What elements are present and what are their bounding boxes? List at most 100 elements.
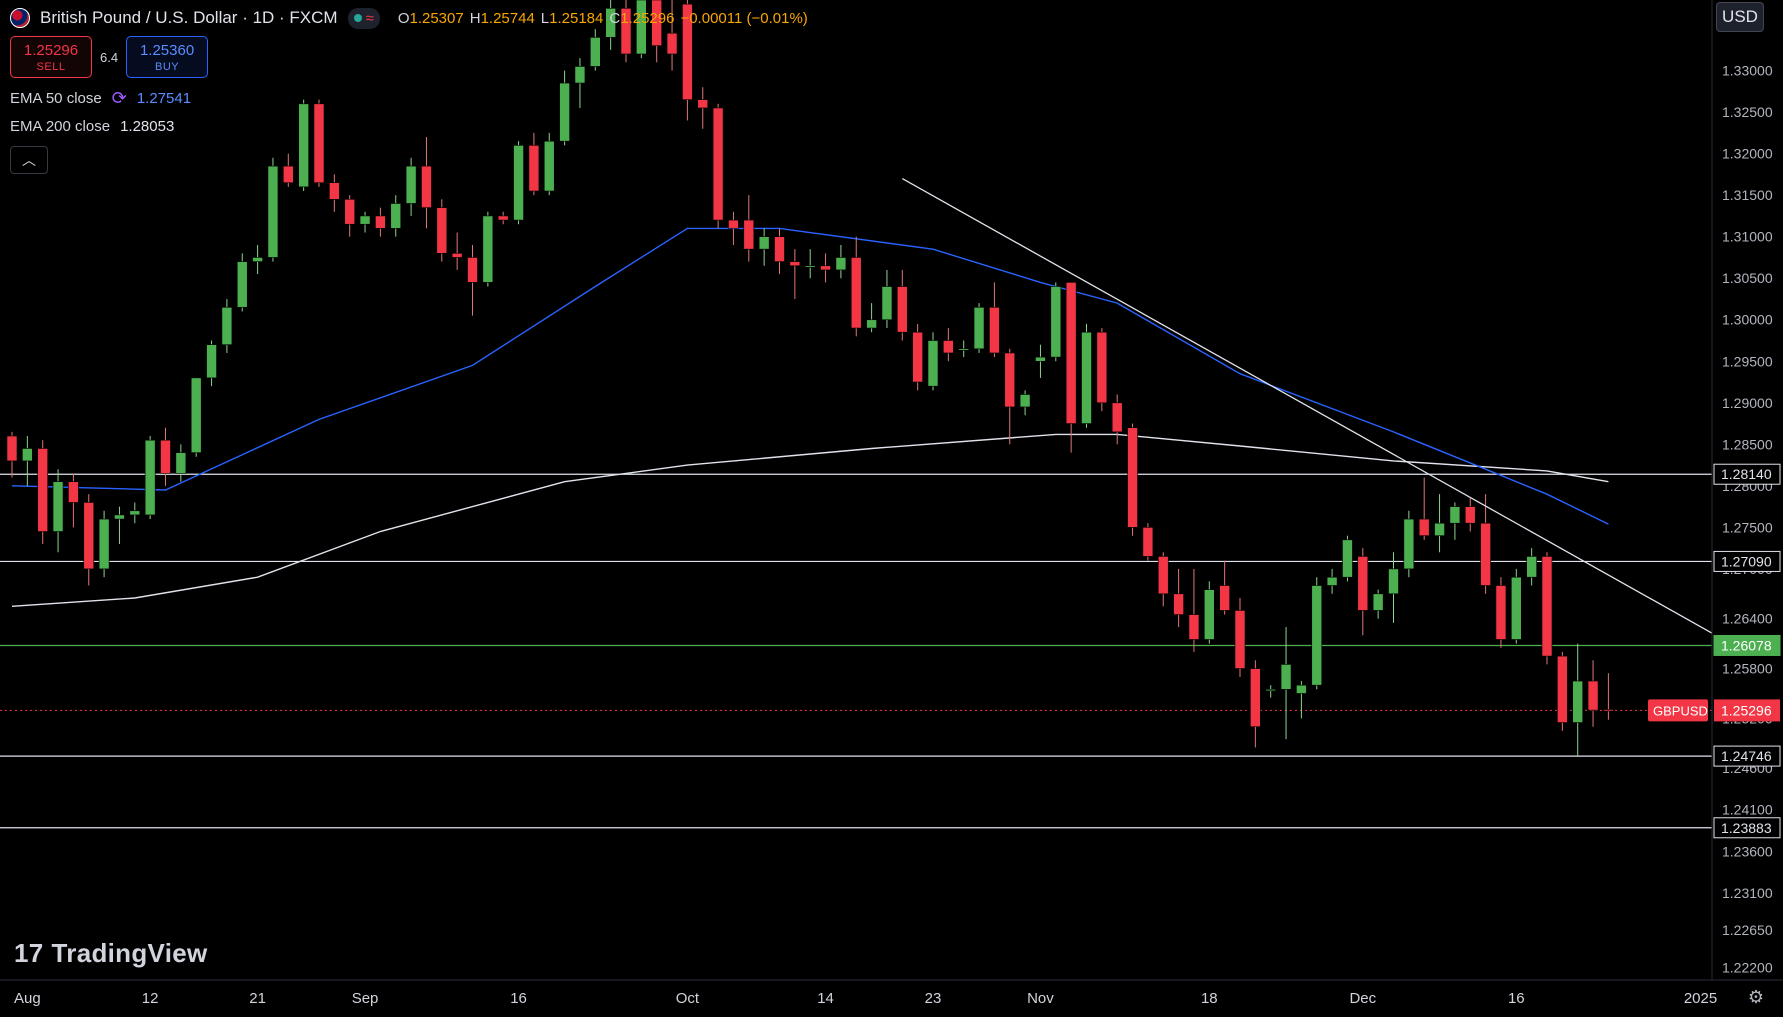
candle[interactable] <box>1234 597 1246 677</box>
candle[interactable] <box>574 58 586 108</box>
candle[interactable] <box>482 211 494 287</box>
candle[interactable] <box>1019 390 1031 416</box>
candle[interactable] <box>989 282 1000 358</box>
downtrend-line[interactable] <box>901 177 1717 636</box>
price-axis-bg[interactable] <box>1712 0 1783 1012</box>
candle[interactable] <box>22 436 33 486</box>
candle[interactable] <box>1050 282 1062 362</box>
candle[interactable] <box>1541 552 1553 665</box>
candle[interactable] <box>37 440 49 544</box>
candle[interactable] <box>1587 660 1599 727</box>
candle[interactable] <box>267 157 279 262</box>
candle[interactable] <box>1449 502 1461 540</box>
ema50-legend[interactable]: EMA 50 close ⟳ 1.27541 <box>10 88 191 109</box>
candle[interactable] <box>375 207 386 237</box>
candle[interactable] <box>636 0 647 59</box>
candle[interactable] <box>83 494 95 586</box>
level-price-tag[interactable] <box>1713 817 1781 839</box>
candle[interactable] <box>1342 535 1353 582</box>
candle[interactable] <box>144 436 156 520</box>
candle[interactable] <box>467 245 478 316</box>
candle[interactable] <box>1188 568 1200 652</box>
candle[interactable] <box>774 228 785 275</box>
candle[interactable] <box>1219 560 1230 615</box>
candle[interactable] <box>1081 323 1092 428</box>
candle[interactable] <box>881 269 893 329</box>
candle[interactable] <box>114 506 125 544</box>
candle[interactable] <box>1250 660 1261 748</box>
market-status-pill[interactable]: ≈ <box>347 7 380 29</box>
candle[interactable] <box>206 340 217 387</box>
candle[interactable] <box>912 323 923 391</box>
candle[interactable] <box>728 211 739 245</box>
buy-button[interactable]: 1.25360 BUY <box>126 36 209 78</box>
settings-gear-icon[interactable]: ⚙ <box>1747 986 1765 1007</box>
candle[interactable] <box>129 502 141 524</box>
level-price-tag[interactable] <box>1713 550 1781 572</box>
refresh-icon[interactable]: ⟳ <box>111 88 127 108</box>
candle[interactable] <box>1403 510 1415 578</box>
candle[interactable] <box>1434 494 1445 553</box>
candle[interactable] <box>835 245 847 279</box>
candle[interactable] <box>528 132 540 196</box>
candle[interactable] <box>1526 548 1537 586</box>
candle[interactable] <box>666 0 678 71</box>
candle[interactable] <box>329 174 340 212</box>
candle[interactable] <box>896 269 908 341</box>
candle[interactable] <box>1557 651 1568 731</box>
candle[interactable] <box>359 211 371 233</box>
candle[interactable] <box>98 510 110 578</box>
candle[interactable] <box>282 153 294 187</box>
candle[interactable] <box>1372 589 1384 619</box>
level-price-tag[interactable] <box>1713 634 1781 656</box>
candle[interactable] <box>958 340 970 358</box>
candle[interactable] <box>758 228 770 266</box>
ema200-line[interactable] <box>11 433 1609 607</box>
candle[interactable] <box>943 328 954 362</box>
candle[interactable] <box>1603 673 1614 720</box>
candle[interactable] <box>421 137 432 229</box>
candle[interactable] <box>1280 627 1292 740</box>
candle[interactable] <box>1357 548 1369 636</box>
candle[interactable] <box>1464 498 1476 532</box>
candle[interactable] <box>497 211 509 225</box>
symbol-title[interactable]: British Pound / U.S. Dollar · 1D · FXCM <box>40 8 338 27</box>
candle[interactable] <box>298 99 309 192</box>
candle[interactable] <box>682 0 693 121</box>
candle[interactable] <box>1326 568 1338 594</box>
candle[interactable] <box>620 0 632 63</box>
candle[interactable] <box>1480 494 1491 594</box>
candle[interactable] <box>1004 348 1016 445</box>
candle[interactable] <box>175 444 187 482</box>
candle[interactable] <box>850 236 862 337</box>
candle[interactable] <box>1142 523 1154 561</box>
ema50-line[interactable] <box>11 227 1609 525</box>
candle[interactable] <box>697 87 709 129</box>
candle[interactable] <box>190 377 202 457</box>
candle[interactable] <box>973 303 985 353</box>
candle[interactable] <box>820 253 831 283</box>
candle[interactable] <box>344 195 356 237</box>
candle[interactable] <box>6 431 18 478</box>
candle[interactable] <box>221 298 233 353</box>
candle[interactable] <box>436 199 448 262</box>
candle[interactable] <box>712 103 724 229</box>
candle[interactable] <box>1065 282 1077 453</box>
candle[interactable] <box>1296 681 1307 719</box>
last-price-tag[interactable] <box>1714 699 1780 722</box>
candle[interactable] <box>927 332 939 391</box>
symbol-tag[interactable] <box>1648 699 1708 722</box>
candle[interactable] <box>1511 568 1522 644</box>
candle[interactable] <box>513 141 524 225</box>
candle[interactable] <box>252 245 263 275</box>
candle[interactable] <box>605 0 616 50</box>
time-axis-bg[interactable] <box>0 980 1783 1012</box>
candle[interactable] <box>1204 581 1215 644</box>
candle[interactable] <box>1096 328 1108 412</box>
candle[interactable] <box>160 427 171 486</box>
sell-button[interactable]: 1.25296 SELL <box>10 36 92 78</box>
candle[interactable] <box>1111 394 1123 445</box>
candle[interactable] <box>866 303 877 333</box>
candle[interactable] <box>1173 568 1184 628</box>
